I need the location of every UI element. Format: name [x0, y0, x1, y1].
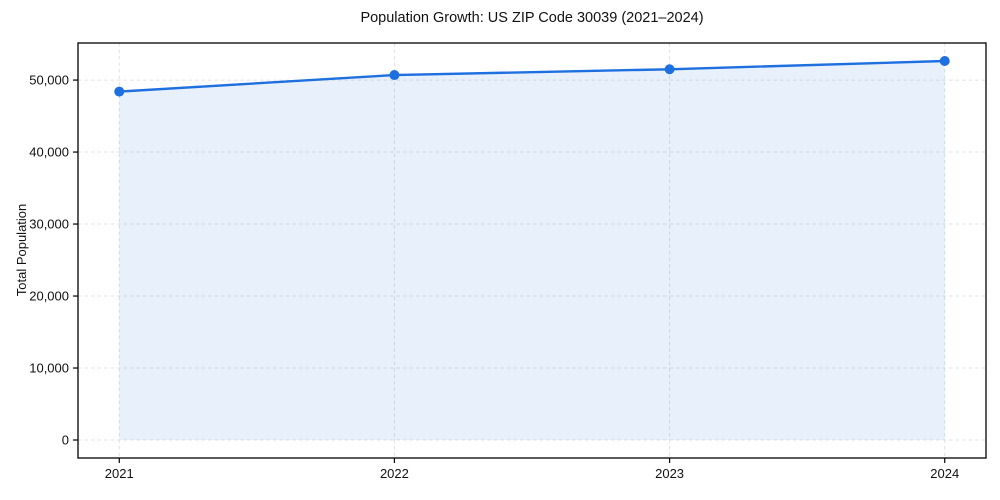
data-line — [118, 59, 946, 93]
data-point — [389, 70, 400, 81]
x-tick-label: 2024 — [930, 466, 959, 481]
area-layer — [119, 60, 945, 441]
y-tick-label: 10,000 — [29, 361, 69, 376]
marker-layer — [114, 55, 950, 97]
x-tick-label: 2021 — [105, 466, 134, 481]
grid-layer — [78, 43, 986, 458]
y-tick-label: 30,000 — [29, 217, 69, 232]
label-layer: 2021 2022 2023 2024 0 10,000 20,000 30,000 40,00… — [29, 73, 959, 481]
y-tick-label: 20,000 — [29, 289, 69, 304]
data-point — [939, 55, 950, 66]
tick-layer — [73, 79, 946, 463]
line-layer — [118, 59, 946, 93]
chart-title: Population Growth: US ZIP Code 30039 (20… — [360, 10, 704, 26]
area-fill — [119, 60, 945, 441]
data-point — [114, 86, 125, 97]
plot-border — [77, 42, 987, 459]
y-tick-label: 0 — [62, 433, 69, 448]
y-tick-label: 50,000 — [29, 73, 69, 88]
data-point — [664, 64, 675, 75]
spine-layer — [77, 42, 987, 459]
x-tick-label: 2022 — [380, 466, 409, 481]
y-tick-label: 40,000 — [29, 145, 69, 160]
x-tick-label: 2023 — [655, 466, 684, 481]
